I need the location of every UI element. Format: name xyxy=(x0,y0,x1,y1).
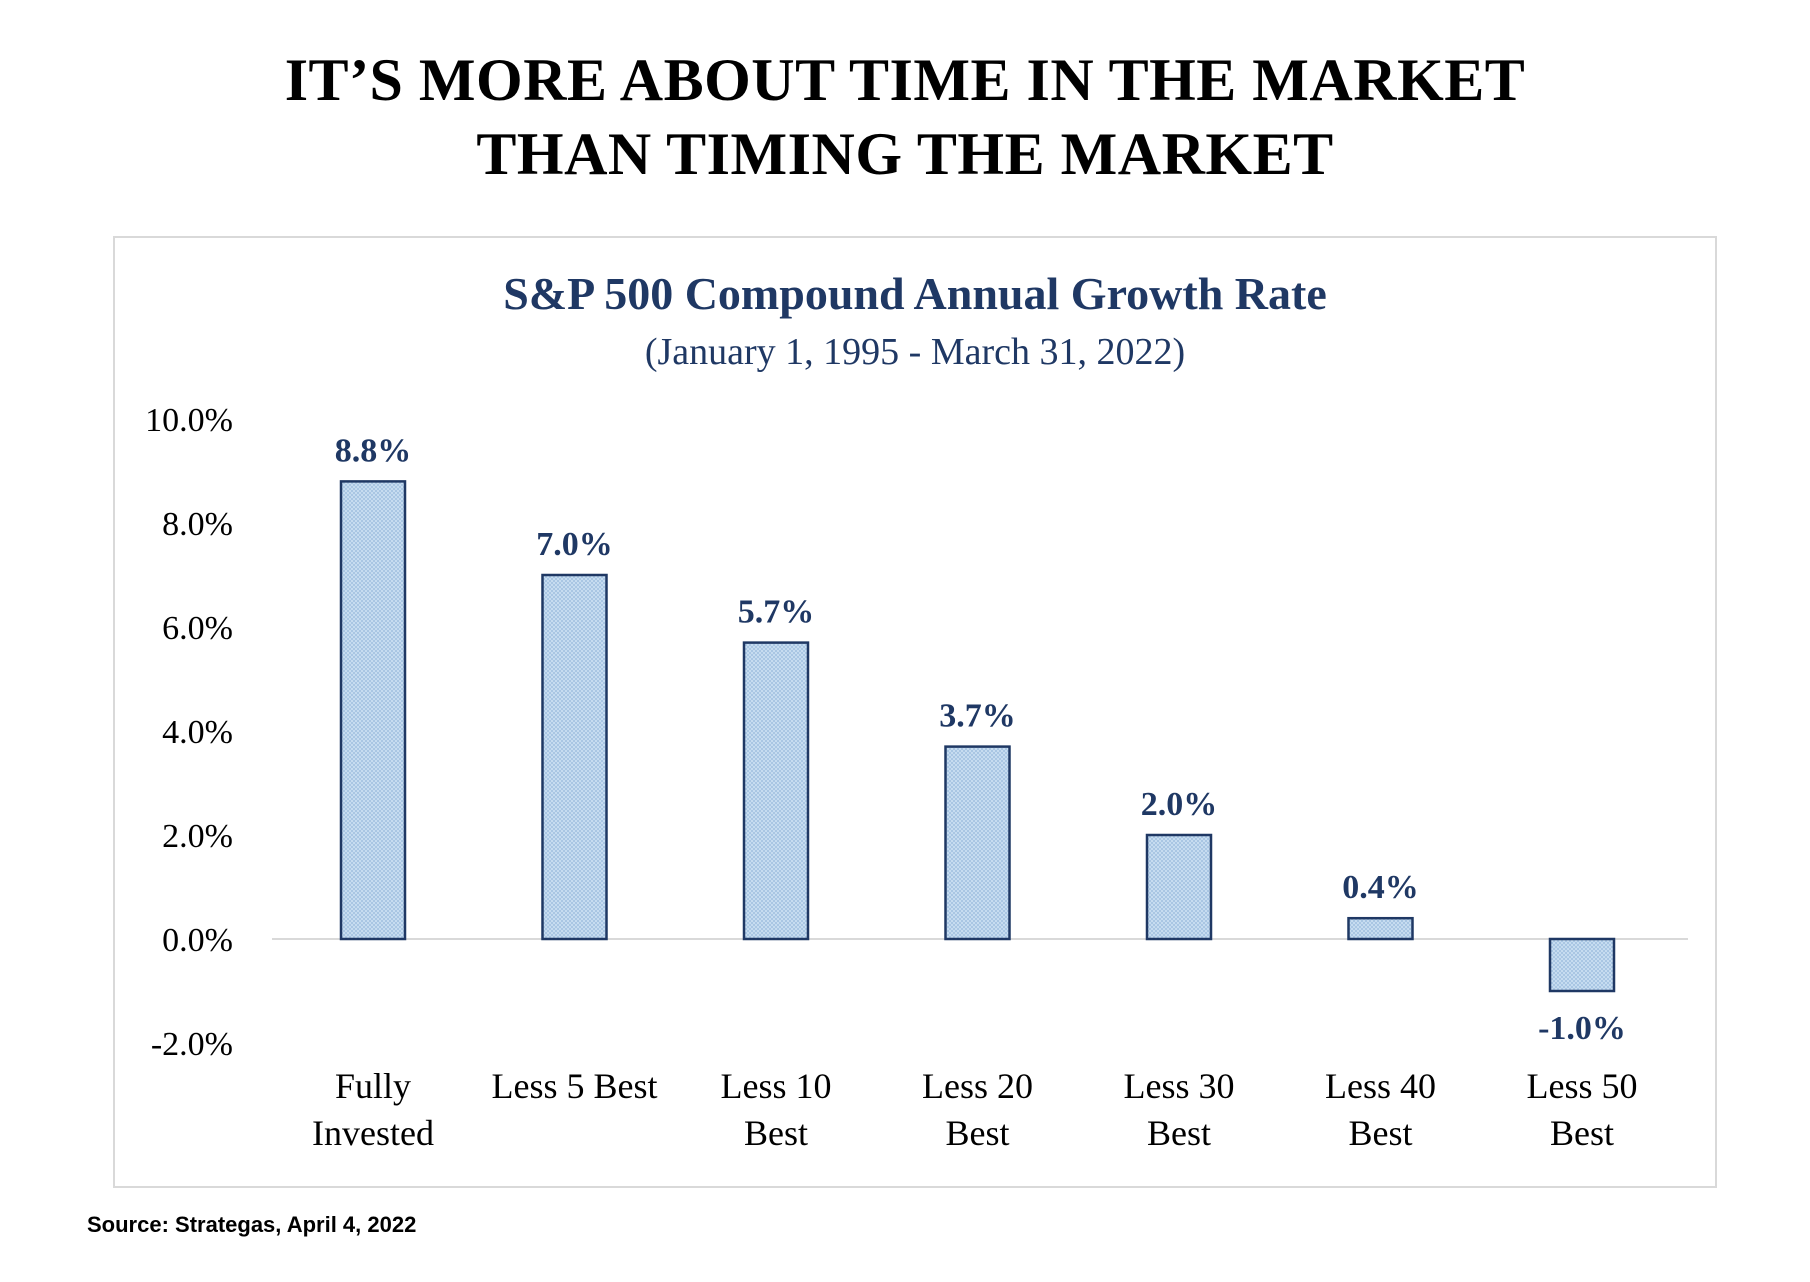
y-axis: 10.0% 8.0% 6.0% 4.0% 2.0% 0.0% -2.0% xyxy=(145,402,233,1063)
x-tick-label: Less 10 xyxy=(721,1066,832,1106)
x-tick-label: Best xyxy=(945,1113,1009,1153)
y-tick-label: 10.0% xyxy=(145,402,233,439)
y-tick-label: 4.0% xyxy=(162,714,233,751)
bars xyxy=(339,480,1616,993)
bar xyxy=(742,641,810,941)
x-tick-label: Less 5 Best xyxy=(492,1066,658,1106)
bar-chart: 10.0% 8.0% 6.0% 4.0% 2.0% 0.0% -2.0% 8.8% 7.0% 5… xyxy=(145,402,1688,1153)
data-label: 2.0% xyxy=(1141,786,1218,823)
source-note: Source: Strategas, April 4, 2022 xyxy=(87,1212,417,1237)
data-labels: 8.8% 7.0% 5.7% 3.7% 2.0% 0.4% -1.0% xyxy=(335,432,1626,1047)
chart-frame: S&P 500 Compound Annual Growth Rate (Jan… xyxy=(113,236,1717,1188)
x-tick-label: Best xyxy=(1147,1113,1211,1153)
y-tick-label: 6.0% xyxy=(162,610,233,647)
x-tick-label: Best xyxy=(744,1113,808,1153)
x-tick-label: Less 30 xyxy=(1124,1066,1235,1106)
y-tick-label: 2.0% xyxy=(162,818,233,855)
x-tick-label: Best xyxy=(1550,1113,1614,1153)
headline-line-1: IT’S MORE ABOUT TIME IN THE MARKET xyxy=(284,47,1526,113)
bar xyxy=(1145,833,1213,941)
data-label: 8.8% xyxy=(335,432,412,469)
chart-subtitle: (January 1, 1995 - March 31, 2022) xyxy=(644,331,1186,373)
data-label: 7.0% xyxy=(536,526,613,563)
x-tick-label: Invested xyxy=(312,1113,434,1153)
chart-title: S&P 500 Compound Annual Growth Rate xyxy=(503,268,1327,319)
data-label: -1.0% xyxy=(1538,1010,1626,1047)
bar xyxy=(339,480,407,941)
headline-line-2: THAN TIMING THE MARKET xyxy=(476,121,1334,187)
x-axis: Fully Invested Less 5 Best Less 10 Best Less … xyxy=(312,1066,1637,1153)
x-tick-label: Best xyxy=(1348,1113,1412,1153)
x-tick-label: Fully xyxy=(335,1066,411,1106)
bar xyxy=(541,573,608,941)
data-label: 0.4% xyxy=(1342,869,1419,906)
bar xyxy=(1548,937,1616,993)
bar xyxy=(944,745,1011,941)
data-label: 3.7% xyxy=(939,698,1016,735)
x-tick-label: Less 40 xyxy=(1325,1066,1436,1106)
y-tick-label: 8.0% xyxy=(162,506,233,543)
y-tick-label: 0.0% xyxy=(162,922,233,959)
data-label: 5.7% xyxy=(738,594,815,631)
x-tick-label: Less 20 xyxy=(922,1066,1033,1106)
bar xyxy=(1347,916,1414,941)
x-tick-label: Less 50 xyxy=(1527,1066,1638,1106)
y-tick-label: -2.0% xyxy=(151,1026,233,1063)
